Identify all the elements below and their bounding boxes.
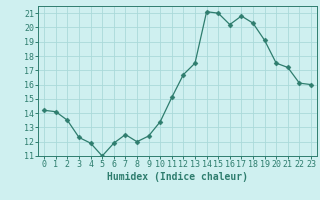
- X-axis label: Humidex (Indice chaleur): Humidex (Indice chaleur): [107, 172, 248, 182]
